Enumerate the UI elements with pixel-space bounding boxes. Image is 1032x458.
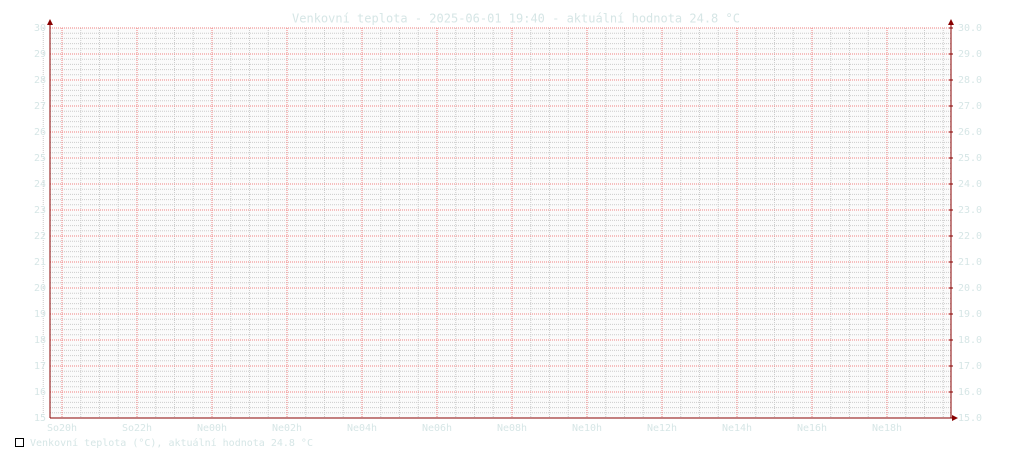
y2-tick-label: 15.0 (958, 413, 982, 424)
chart-title: Venkovní teplota - 2025-06-01 19:40 - ak… (292, 12, 740, 26)
y-tick-label: 25 (34, 153, 46, 164)
x-tick-label: Ne04h (347, 423, 377, 434)
x-tick-label: Ne12h (647, 423, 677, 434)
y-tick-label: 29 (34, 49, 46, 60)
y-tick-label: 22 (34, 231, 46, 242)
y2-tick-label: 29.0 (958, 49, 982, 60)
y-tick-label: 18 (34, 335, 46, 346)
y2-tick-label: 19.0 (958, 309, 982, 320)
y-tick-label: 27 (34, 101, 46, 112)
y2-tick-label: 17.0 (958, 361, 982, 372)
x-tick-label: Ne08h (497, 423, 527, 434)
y2-tick-label: 16.0 (958, 387, 982, 398)
y2-tick-label: 24.0 (958, 179, 982, 190)
y-tick-label: 19 (34, 309, 46, 320)
x-tick-label: Ne16h (797, 423, 827, 434)
grid (42, 27, 951, 419)
x-tick-label: Ne06h (422, 423, 452, 434)
y2-tick-label: 22.0 (958, 231, 982, 242)
y-tick-label: 28 (34, 75, 46, 86)
y-tick-label: 26 (34, 127, 46, 138)
y2-tick-label: 18.0 (958, 335, 982, 346)
legend-box (15, 438, 24, 447)
y2-tick-label: 21.0 (958, 257, 982, 268)
y-tick-label: 30 (34, 23, 46, 34)
y-tick-label: 20 (34, 283, 46, 294)
y2-tick-label: 20.0 (958, 283, 982, 294)
x-tick-label: So22h (122, 423, 152, 434)
x-tick-label: So20h (47, 423, 77, 434)
y2-tick-label: 27.0 (958, 101, 982, 112)
y-tick-label: 21 (34, 257, 46, 268)
x-tick-label: Ne10h (572, 423, 602, 434)
y-tick-label: 17 (34, 361, 46, 372)
y2-tick-label: 26.0 (958, 127, 982, 138)
y-tick-label: 15 (34, 413, 46, 424)
x-tick-label: Ne14h (722, 423, 752, 434)
y2-tick-label: 30.0 (958, 23, 982, 34)
legend-label: Venkovní teplota (°C), aktuální hodnota … (30, 437, 313, 449)
y2-tick-label: 23.0 (958, 205, 982, 216)
y-tick-label: 16 (34, 387, 46, 398)
x-tick-label: Ne00h (197, 423, 227, 434)
x-tick-label: Ne18h (872, 423, 902, 434)
x-tick-label: Ne02h (272, 423, 302, 434)
y2-tick-label: 25.0 (958, 153, 982, 164)
y-tick-label: 23 (34, 205, 46, 216)
y-tick-label: 24 (34, 179, 46, 190)
y2-tick-label: 28.0 (958, 75, 982, 86)
plot-area (50, 28, 951, 418)
